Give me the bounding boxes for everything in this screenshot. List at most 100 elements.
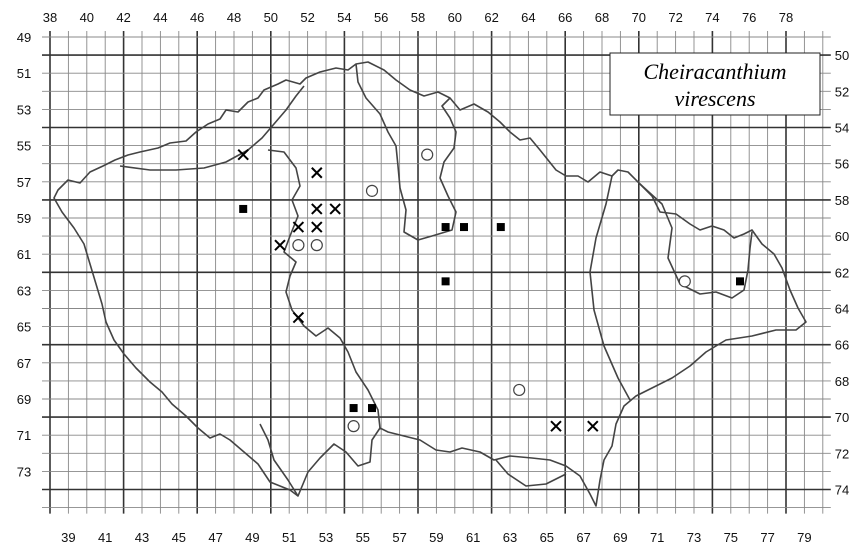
tick-label-bottom: 79 <box>797 530 811 545</box>
tick-label-right: 72 <box>835 446 849 461</box>
record-cross <box>329 203 341 215</box>
tick-label-right: 68 <box>835 374 849 389</box>
record-filled-square <box>441 223 450 232</box>
record-filled-square <box>349 404 358 413</box>
tick-label-top: 42 <box>116 10 130 25</box>
record-cross <box>311 167 323 179</box>
record-open-circle <box>292 239 305 252</box>
tick-label-top: 58 <box>411 10 425 25</box>
tick-label-left: 59 <box>17 211 31 226</box>
tick-label-left: 69 <box>17 392 31 407</box>
tick-label-bottom: 43 <box>135 530 149 545</box>
tick-label-left: 53 <box>17 102 31 117</box>
tick-label-top: 72 <box>668 10 682 25</box>
tick-label-bottom: 57 <box>392 530 406 545</box>
tick-label-bottom: 59 <box>429 530 443 545</box>
tick-label-bottom: 69 <box>613 530 627 545</box>
tick-label-top: 78 <box>779 10 793 25</box>
tick-label-right: 74 <box>835 483 849 498</box>
record-open-circle <box>347 420 360 433</box>
tick-label-top: 66 <box>558 10 572 25</box>
tick-label-right: 50 <box>835 48 849 63</box>
record-filled-square <box>441 277 450 286</box>
tick-label-top: 50 <box>264 10 278 25</box>
inner-region-border-south <box>259 423 299 497</box>
tick-label-right: 70 <box>835 410 849 425</box>
record-open-circle <box>421 148 434 161</box>
tick-label-top: 38 <box>43 10 57 25</box>
record-cross <box>311 203 323 215</box>
tick-label-right: 62 <box>835 265 849 280</box>
tick-label-bottom: 75 <box>724 530 738 545</box>
record-cross <box>550 420 562 432</box>
record-filled-square <box>736 277 744 286</box>
country-borders <box>53 61 807 507</box>
species-legend: Cheiracanthium virescens <box>609 52 821 116</box>
tick-label-right: 54 <box>835 121 849 136</box>
tick-label-left: 51 <box>17 66 31 81</box>
tick-label-right: 56 <box>835 157 849 172</box>
tick-label-bottom: 51 <box>282 530 296 545</box>
record-open-circle <box>310 239 323 252</box>
tick-label-top: 64 <box>521 10 535 25</box>
tick-label-top: 68 <box>595 10 609 25</box>
tick-label-left: 73 <box>17 464 31 479</box>
tick-label-top: 46 <box>190 10 204 25</box>
tick-label-left: 65 <box>17 320 31 335</box>
tick-label-bottom: 71 <box>650 530 664 545</box>
record-filled-square <box>239 204 248 213</box>
tick-label-left: 55 <box>17 139 31 154</box>
tick-label-right: 66 <box>835 338 849 353</box>
tick-label-left: 67 <box>17 356 31 371</box>
tick-label-top: 56 <box>374 10 388 25</box>
record-open-circle <box>678 275 691 288</box>
tick-label-bottom: 73 <box>687 530 701 545</box>
inner-region-border-far-east <box>639 183 753 299</box>
tick-label-top: 52 <box>300 10 314 25</box>
tick-label-bottom: 67 <box>576 530 590 545</box>
tick-label-right: 60 <box>835 229 849 244</box>
species-name-genus: Cheiracanthium <box>644 59 787 84</box>
inner-region-border-southeast <box>495 459 567 487</box>
tick-label-bottom: 41 <box>98 530 112 545</box>
tick-label-bottom: 61 <box>466 530 480 545</box>
tick-label-right: 52 <box>835 84 849 99</box>
tick-label-right: 64 <box>835 302 849 317</box>
tick-label-bottom: 55 <box>356 530 370 545</box>
record-filled-square <box>496 223 505 232</box>
tick-label-top: 70 <box>632 10 646 25</box>
tick-label-top: 44 <box>153 10 167 25</box>
tick-label-top: 48 <box>227 10 241 25</box>
record-markers <box>237 148 744 433</box>
record-filled-square <box>460 223 468 232</box>
grid-tick-labels: 38 40 42 44 46 48 50 52 54 56 58 60 62 64 66 68 70 72 74 76… <box>17 10 849 545</box>
record-cross <box>292 221 305 233</box>
tick-label-bottom: 63 <box>503 530 517 545</box>
tick-label-top: 74 <box>705 10 719 25</box>
tick-label-top: 40 <box>80 10 94 25</box>
tick-label-right: 58 <box>835 193 849 208</box>
record-filled-square <box>368 404 376 413</box>
tick-label-left: 57 <box>17 175 31 190</box>
record-cross <box>292 311 305 324</box>
tick-label-bottom: 53 <box>319 530 333 545</box>
species-name-epithet: virescens <box>674 86 755 111</box>
tick-label-bottom: 45 <box>172 530 186 545</box>
inner-region-border-east <box>589 175 631 401</box>
outer-border <box>53 61 807 507</box>
record-cross <box>587 420 599 432</box>
record-cross <box>311 221 323 233</box>
inner-region-border-bohemia-moravia <box>267 149 381 429</box>
tick-label-bottom: 65 <box>540 530 554 545</box>
tick-label-left: 63 <box>17 283 31 298</box>
species-legend-box <box>609 52 821 116</box>
tick-label-top: 76 <box>742 10 756 25</box>
inner-region-border-north <box>355 63 457 241</box>
record-cross <box>274 239 286 251</box>
tick-label-top: 60 <box>448 10 462 25</box>
tick-label-top: 62 <box>484 10 498 25</box>
tick-label-bottom: 77 <box>760 530 774 545</box>
record-open-circle <box>513 383 526 397</box>
tick-label-bottom: 39 <box>61 530 75 545</box>
